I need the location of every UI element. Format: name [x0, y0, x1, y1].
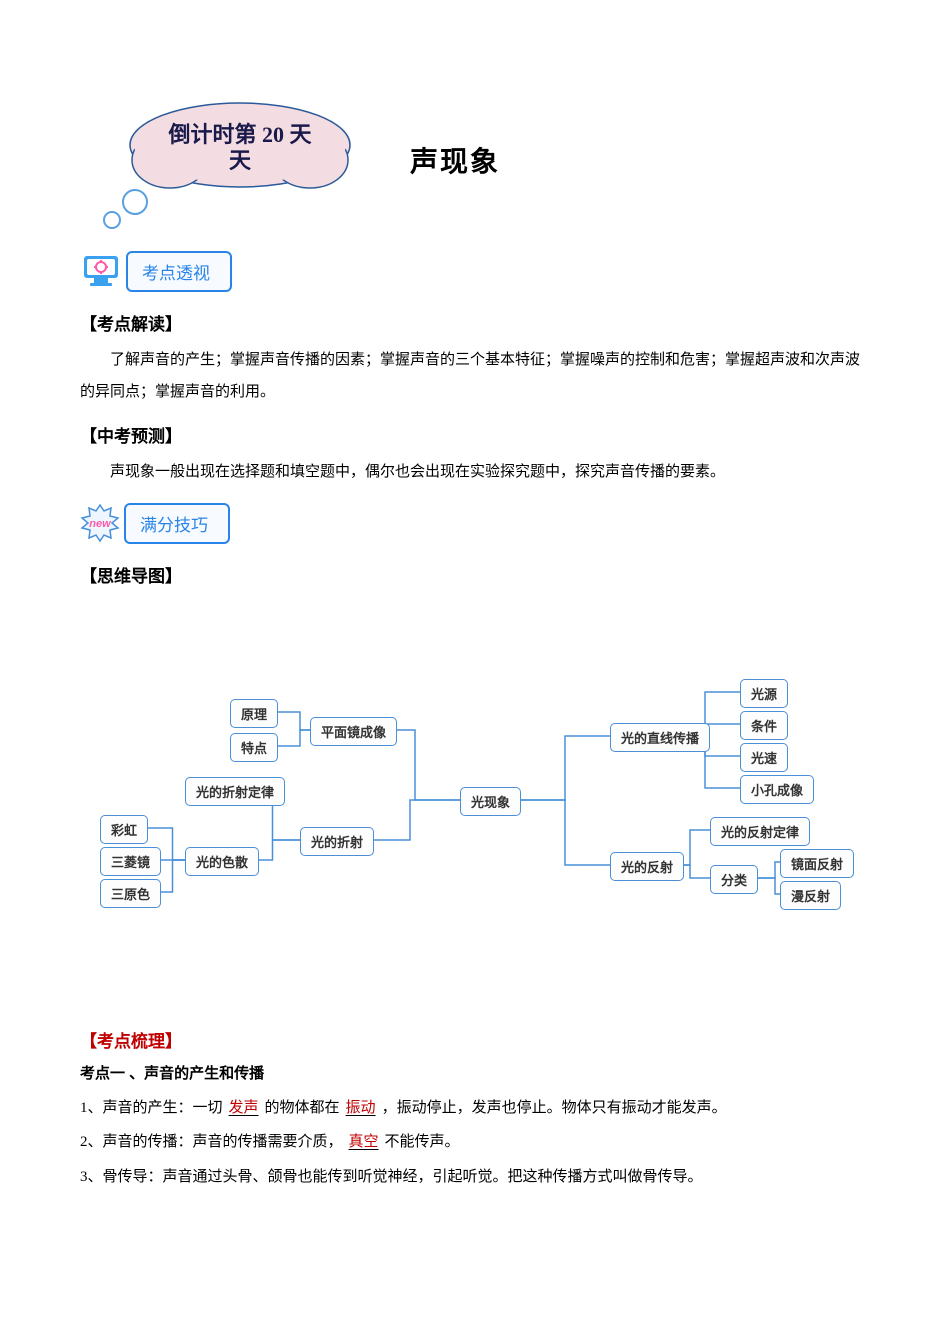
p1-fill1: 发声 [223, 1100, 265, 1116]
p2-suffix: 不能传声。 [385, 1134, 460, 1150]
p1-mid: 的物体都在 [265, 1100, 340, 1116]
p1-prefix: 1、声音的产生：一切 [80, 1100, 223, 1116]
section-title-review: 【考点梳理】 [80, 1027, 870, 1052]
mm-node-rainbow: 彩虹 [100, 815, 148, 844]
monitor-gear-icon [80, 250, 122, 292]
badge-label-fullscore: 满分技巧 [124, 503, 230, 544]
mm-node-source: 光源 [740, 679, 788, 708]
mm-node-feature: 特点 [230, 733, 278, 762]
mm-node-straight: 光的直线传播 [610, 723, 710, 752]
new-badge-icon: new [80, 503, 120, 543]
mm-node-principle: 原理 [230, 699, 278, 728]
mm-node-refract_law: 光的折射定律 [185, 777, 285, 806]
review-point-3: 3、骨传导：声音通过头骨、颌骨也能传到听觉神经，引起听觉。把这种传播方式叫做骨传… [80, 1160, 870, 1195]
mm-node-classify: 分类 [710, 865, 758, 894]
interpret-body: 了解声音的产生；掌握声音传播的因素；掌握声音的三个基本特征；掌握噪声的控制和危害… [80, 345, 870, 408]
mm-node-primary: 三原色 [100, 879, 161, 908]
mm-node-prism: 三菱镜 [100, 847, 161, 876]
review-topic: 考点一 、声音的产生和传播 [80, 1062, 870, 1083]
p2-prefix: 2、声音的传播：声音的传播需要介质， [80, 1134, 343, 1150]
mm-node-specular: 镜面反射 [780, 849, 854, 878]
mm-node-disperse: 光的色散 [185, 847, 259, 876]
mm-node-reflect_law: 光的反射定律 [710, 817, 810, 846]
mindmap-container: 光现象 平面镜成像 原理特点光的折射光的折射定律光的色散 彩虹三菱镜三原色 光的直线传播… [80, 637, 870, 1007]
p1-suffix: ，振动停止，发声也停止。物体只有振动才能发声。 [382, 1100, 727, 1116]
header-row: 倒计时第 20 天 天 声现象 [80, 90, 870, 230]
mm-node-reflect: 光的反射 [610, 852, 684, 881]
forecast-body: 声现象一般出现在选择题和填空题中，偶尔也会出现在实验探究题中，探究声音传播的要素… [80, 457, 870, 489]
cloud-text-2: 天 [229, 148, 252, 173]
svg-text:new: new [89, 518, 112, 530]
cloud-text-1: 倒计时第 20 天 [167, 122, 312, 147]
p1-fill2: 振动 [340, 1100, 382, 1116]
cloud-bubble: 倒计时第 20 天 天 [80, 90, 370, 230]
badge-exam-perspective: 考点透视 [80, 250, 870, 292]
section-title-interpret: 【考点解读】 [80, 310, 870, 335]
mm-node-refract: 光的折射 [300, 827, 374, 856]
cloud-svg: 倒计时第 20 天 天 [80, 90, 370, 240]
page-title: 声现象 [410, 140, 500, 180]
mm-node-diffuse: 漫反射 [780, 881, 841, 910]
section-title-mindmap: 【思维导图】 [80, 562, 870, 587]
mm-node-center: 光现象 [460, 787, 521, 816]
mm-node-mirror: 平面镜成像 [310, 717, 397, 746]
section-title-forecast: 【中考预测】 [80, 422, 870, 447]
review-point-1: 1、声音的产生：一切发声的物体都在振动，振动停止，发声也停止。物体只有振动才能发… [80, 1091, 870, 1126]
mm-node-condition: 条件 [740, 711, 788, 740]
badge-label-exam: 考点透视 [126, 251, 232, 292]
p2-fill1: 真空 [343, 1134, 385, 1150]
mm-node-speed: 光速 [740, 743, 788, 772]
mm-node-pinhole: 小孔成像 [740, 775, 814, 804]
badge-full-score: new 满分技巧 [80, 503, 870, 544]
review-point-2: 2、声音的传播：声音的传播需要介质，真空不能传声。 [80, 1125, 870, 1160]
